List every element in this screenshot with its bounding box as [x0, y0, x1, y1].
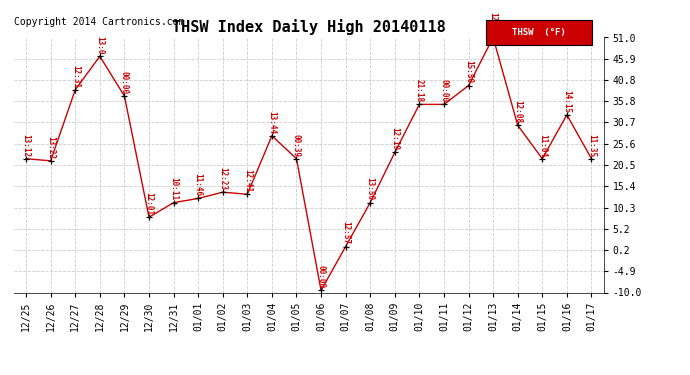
Text: 00:00: 00:00: [317, 265, 326, 288]
Text: 15:50: 15:50: [464, 60, 473, 84]
Text: 12:08: 12:08: [513, 100, 522, 123]
Title: THSW Index Daily High 20140118: THSW Index Daily High 20140118: [172, 19, 446, 35]
Text: 13:12: 13:12: [21, 134, 30, 157]
Text: 00:00: 00:00: [120, 71, 129, 94]
Text: 13:44: 13:44: [268, 111, 277, 134]
Text: 00:39: 00:39: [292, 134, 301, 157]
Text: 13:22: 13:22: [46, 136, 55, 159]
Text: 12:01: 12:01: [144, 192, 153, 215]
Text: Copyright 2014 Cartronics.com: Copyright 2014 Cartronics.com: [14, 17, 184, 27]
Text: 11:46: 11:46: [194, 173, 203, 196]
Text: 11:04: 11:04: [538, 134, 546, 157]
Text: 12:31: 12:31: [71, 64, 80, 88]
Text: 13:0: 13:0: [95, 36, 104, 54]
Text: THSW  (°F): THSW (°F): [512, 28, 566, 37]
Text: 12:23: 12:23: [218, 167, 227, 190]
Text: 11:35: 11:35: [587, 134, 596, 157]
Text: 10:11: 10:11: [169, 177, 178, 201]
Text: 12:19: 12:19: [391, 127, 400, 150]
Text: 00:00: 00:00: [440, 79, 449, 102]
Text: 12:32: 12:32: [489, 12, 497, 35]
Text: 13:50: 13:50: [366, 177, 375, 201]
Text: 12:41: 12:41: [243, 169, 252, 192]
Text: 12:57: 12:57: [341, 221, 350, 245]
Text: 14:15: 14:15: [562, 90, 571, 113]
Text: 21:18: 21:18: [415, 79, 424, 102]
